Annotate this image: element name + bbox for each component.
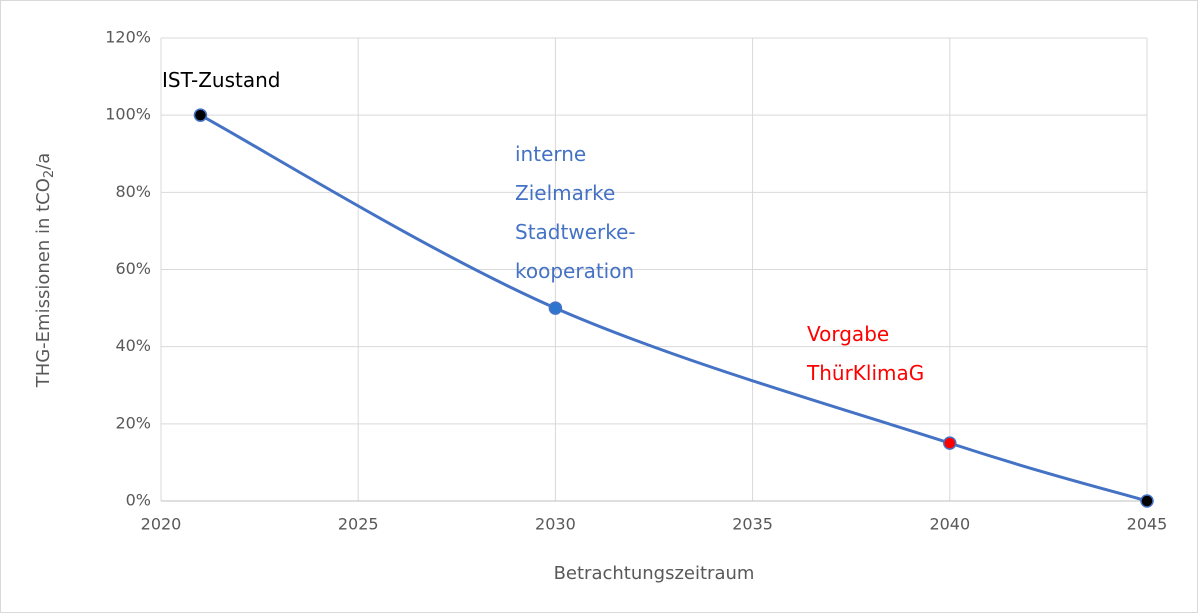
annotation-line: kooperation [515,259,634,283]
y-axis-title: THG-Emissionen in tCO2/a [33,153,57,389]
y-tick-label: 20% [115,413,151,432]
annotation-line: ThürKlimaG [806,361,924,385]
x-tick-label: 2040 [929,515,970,534]
marker [943,436,957,450]
annotation: interne Zielmarke Stadtwerke-kooperation [515,142,636,283]
x-tick-label: 2025 [338,515,379,534]
annotation: IST-Zustand [162,68,280,92]
y-axis-title-part: THG-Emissionen in tCO [33,178,54,388]
annotation-line: Stadtwerke- [515,220,636,244]
x-tick-label: 2020 [141,515,182,534]
line [199,113,1148,503]
x-axis-title: Betrachtungszeitraum [554,563,755,584]
annotation-line: interne [515,142,586,166]
x-tick-label: 2030 [535,515,576,534]
x-tick-label: 2035 [732,515,773,534]
annotation: Vorgabe ThürKlimaG [806,322,924,385]
x-tick-label: 2045 [1127,515,1168,534]
y-tick-label: 100% [105,105,151,124]
annotation-line: IST-Zustand [162,68,280,92]
y-tick-label: 80% [115,182,151,201]
marker [193,108,208,122]
annotation-line: Vorgabe [807,322,889,346]
annotation-line: Zielmarke [515,181,615,205]
y-tick-label: 40% [115,336,151,355]
y-tick-label: 60% [115,259,151,278]
y-tick-label: 120% [105,28,151,47]
y-axis-title-sub: 2 [42,170,57,178]
y-tick-label: 0% [126,491,151,510]
marker [548,301,563,315]
y-axis-title-part: /a [33,153,54,170]
marker [1140,494,1154,508]
